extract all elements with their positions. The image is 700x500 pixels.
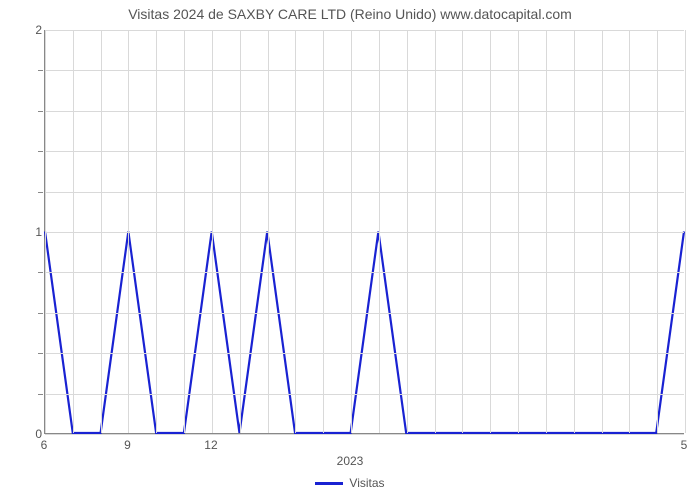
gridline-h [45, 70, 684, 71]
x-tick-label: 6 [41, 438, 48, 452]
y-minor-tick [38, 353, 43, 354]
line-chart: Visitas 2024 de SAXBY CARE LTD (Reino Un… [0, 0, 700, 500]
y-minor-tick [38, 192, 43, 193]
x-tick-label: 9 [124, 438, 131, 452]
gridline-h [45, 272, 684, 273]
gridline-h [45, 192, 684, 193]
y-tick-label: 1 [30, 225, 42, 239]
gridline-h [45, 313, 684, 314]
gridline-h [45, 434, 684, 435]
plot-area [44, 30, 684, 434]
legend: Visitas [0, 476, 700, 490]
x-axis-label: 2023 [0, 454, 700, 468]
legend-swatch [315, 482, 343, 485]
gridline-v [685, 30, 686, 433]
gridline-h [45, 353, 684, 354]
chart-title: Visitas 2024 de SAXBY CARE LTD (Reino Un… [0, 6, 700, 22]
gridline-h [45, 232, 684, 233]
y-minor-tick [38, 111, 43, 112]
gridline-h [45, 394, 684, 395]
x-tick-label: 12 [204, 438, 217, 452]
y-minor-tick [38, 151, 43, 152]
gridline-h [45, 111, 684, 112]
y-minor-tick [38, 313, 43, 314]
y-minor-tick [38, 70, 43, 71]
y-minor-tick [38, 394, 43, 395]
x-tick-label: 5 [681, 438, 688, 452]
y-minor-tick [38, 272, 43, 273]
gridline-h [45, 151, 684, 152]
gridline-h [45, 30, 684, 31]
y-tick-label: 2 [30, 23, 42, 37]
series-visitas [45, 232, 684, 434]
legend-label: Visitas [349, 476, 384, 490]
